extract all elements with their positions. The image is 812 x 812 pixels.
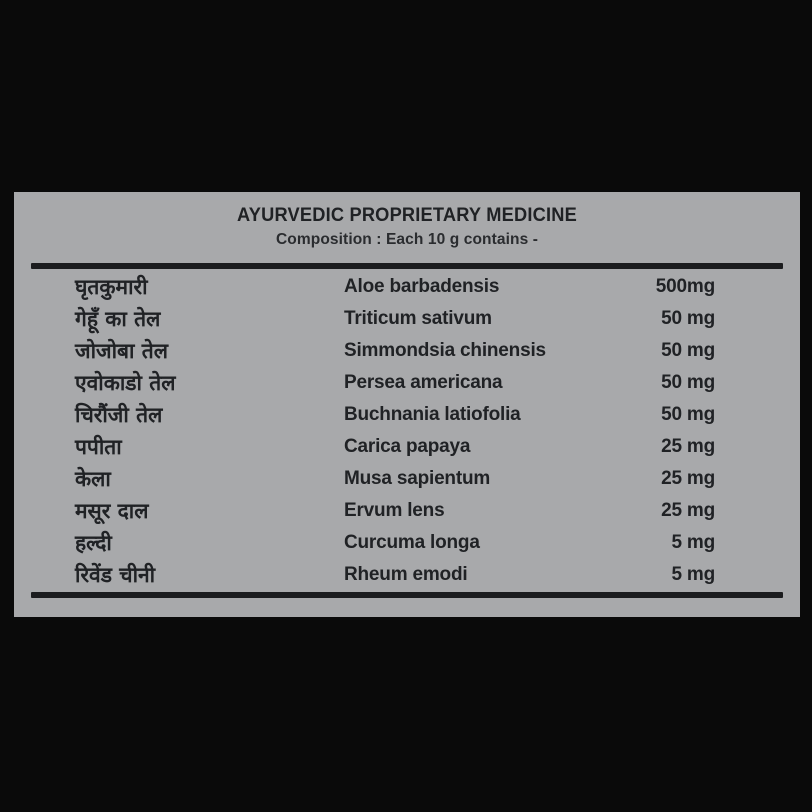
ingredient-latin-name: Musa sapientum xyxy=(344,468,491,489)
ingredient-latin-name: Curcuma longa xyxy=(344,532,480,553)
ingredient-latin-name: Aloe barbadensis xyxy=(344,276,500,297)
ingredient-amount: 50 mg xyxy=(661,372,715,393)
table-row: जोजोबा तेल Simmondsia chinensis 50 mg xyxy=(14,335,800,367)
ingredient-amount: 5 mg xyxy=(671,564,715,585)
ingredient-amount: 5 mg xyxy=(671,532,715,553)
ingredient-hindi-name: गेहूँ का तेल xyxy=(75,307,161,331)
table-row: गेहूँ का तेल Triticum sativum 50 mg xyxy=(14,303,800,335)
ingredient-hindi-name: रिवेंड चीनी xyxy=(75,563,156,587)
ingredients-table: घृतकुमारी Aloe barbadensis 500mg गेहूँ क… xyxy=(14,271,800,591)
ingredient-amount: 50 mg xyxy=(661,308,715,329)
divider-bottom xyxy=(31,592,783,598)
ingredient-hindi-name: जोजोबा तेल xyxy=(75,339,168,363)
ingredient-amount: 50 mg xyxy=(661,404,715,425)
composition-subtitle: Composition : Each 10 g contains - xyxy=(275,231,538,248)
ingredient-latin-name: Triticum sativum xyxy=(344,308,492,329)
table-row: रिवेंड चीनी Rheum emodi 5 mg xyxy=(14,559,800,591)
table-row: पपीता Carica papaya 25 mg xyxy=(14,431,800,463)
ingredient-latin-name: Rheum emodi xyxy=(344,564,468,585)
table-row: केला Musa sapientum 25 mg xyxy=(14,463,800,495)
table-row: चिरौंजी तेल Buchnania latiofolia 50 mg xyxy=(14,399,800,431)
ingredient-amount: 500mg xyxy=(655,276,715,297)
table-row: एवोकाडो तेल Persea americana 50 mg xyxy=(14,367,800,399)
ingredient-latin-name: Carica papaya xyxy=(344,436,471,457)
label-title: AYURVEDIC PROPRIETARY MEDICINE xyxy=(237,205,577,226)
ingredient-amount: 25 mg xyxy=(661,436,715,457)
ingredient-hindi-name: एवोकाडो तेल xyxy=(75,371,176,395)
ingredient-latin-name: Simmondsia chinensis xyxy=(344,340,546,361)
ingredient-hindi-name: केला xyxy=(75,467,111,491)
table-row: हल्दी Curcuma longa 5 mg xyxy=(14,527,800,559)
ingredient-latin-name: Ervum lens xyxy=(344,500,445,521)
table-row: घृतकुमारी Aloe barbadensis 500mg xyxy=(14,271,800,303)
table-row: मसूर दाल Ervum lens 25 mg xyxy=(14,495,800,527)
ingredient-hindi-name: पपीता xyxy=(75,435,122,459)
ingredient-hindi-name: घृतकुमारी xyxy=(75,275,148,299)
ingredient-amount: 25 mg xyxy=(661,468,715,489)
ingredient-hindi-name: मसूर दाल xyxy=(75,499,149,523)
ingredient-hindi-name: हल्दी xyxy=(75,531,112,555)
ingredient-amount: 50 mg xyxy=(661,340,715,361)
ingredient-hindi-name: चिरौंजी तेल xyxy=(75,403,163,427)
ingredient-latin-name: Persea americana xyxy=(344,372,503,393)
medicine-label-panel: AYURVEDIC PROPRIETARY MEDICINE Compositi… xyxy=(14,192,800,617)
divider-top xyxy=(31,263,783,269)
ingredient-amount: 25 mg xyxy=(661,500,715,521)
ingredient-latin-name: Buchnania latiofolia xyxy=(344,404,521,425)
